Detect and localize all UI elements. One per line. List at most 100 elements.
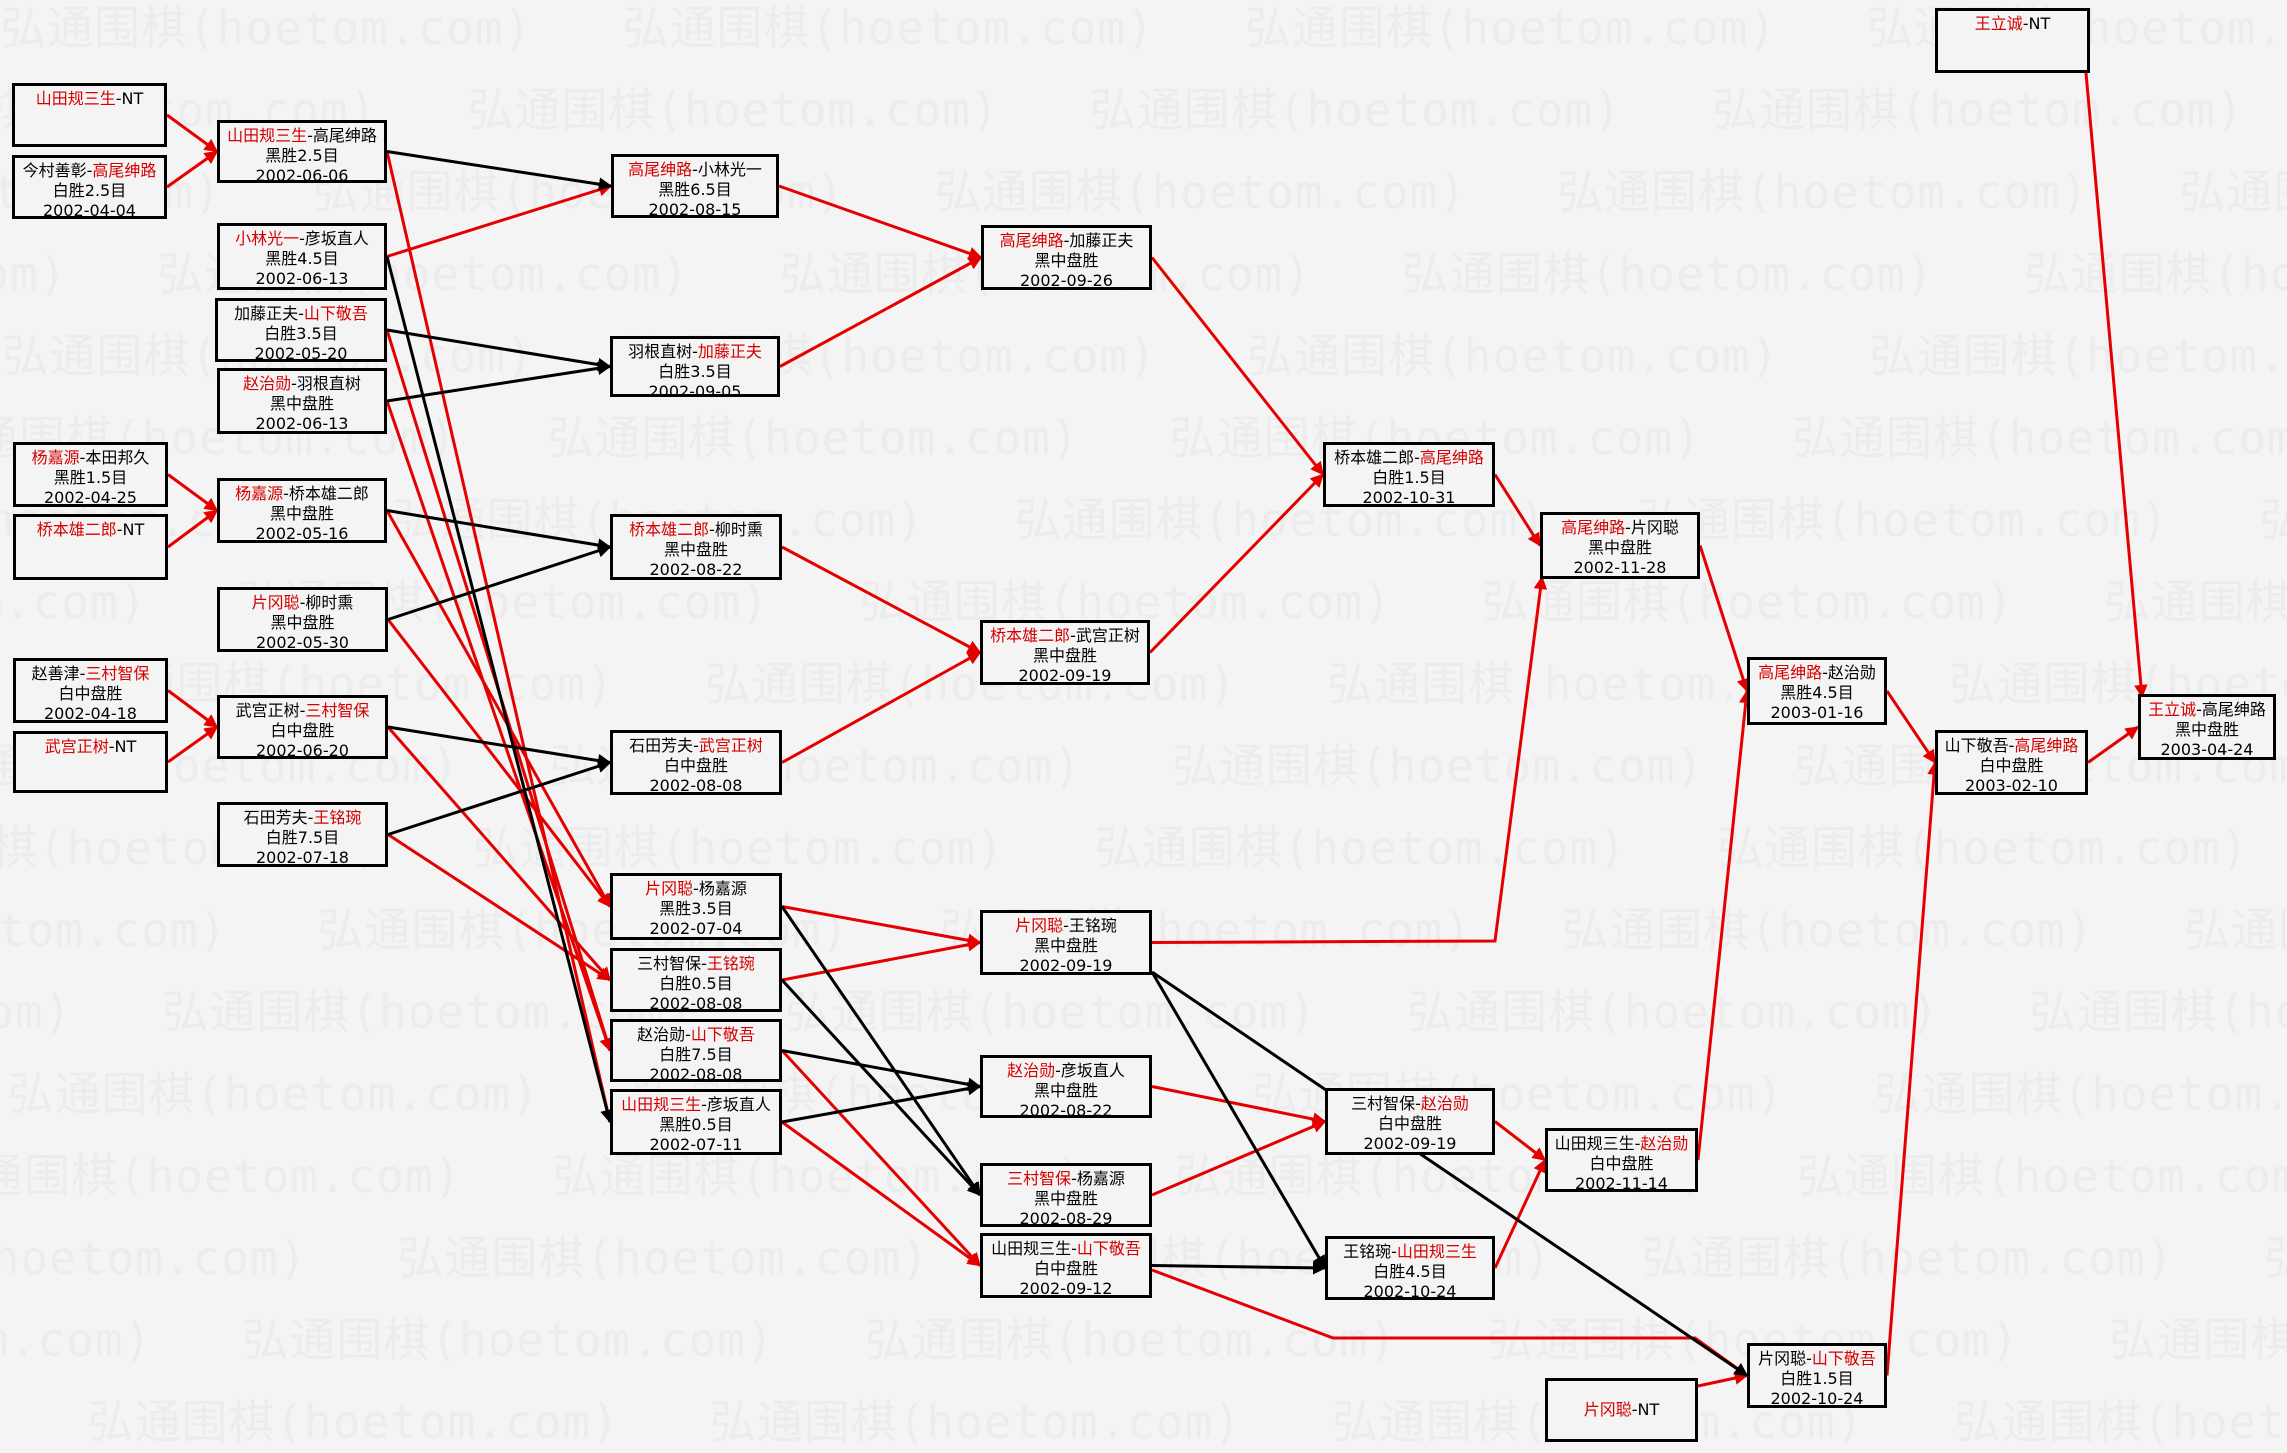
match-result: 黑中盘胜 — [1033, 1081, 1098, 1100]
watermark-text: 弘通围棋(hoetom.com) — [1482, 575, 2015, 629]
match-box-b11[interactable]: 山田规三生-高尾绅路 黑胜2.5目 2002-06-06 — [217, 120, 387, 185]
match-box-b43[interactable]: 王铭琬-山田规三生 白胜4.5目 2002-10-24 — [1325, 1236, 1495, 1301]
watermark-text: 弘通围棋(hoetom.com) — [1954, 1395, 2287, 1449]
player-name: 羽根直树 — [296, 374, 361, 393]
match-players: 赵治勋-羽根直树 — [243, 374, 361, 394]
match-box-b34[interactable]: 赵治勋-彦坂直人 黑中盘胜 2002-08-22 — [980, 1055, 1152, 1120]
match-box-b32[interactable]: 桥本雄二郎-武宫正树 黑中盘胜 2002-09-19 — [980, 620, 1150, 685]
player-name: 山田规三生 — [1554, 1134, 1635, 1153]
match-players: 片冈聪-王铭琬 — [1015, 916, 1117, 936]
match-box-b31[interactable]: 高尾绅路-加藤正夫 黑中盘胜 2002-09-26 — [981, 225, 1152, 290]
watermark-text: 弘通围棋(hoetom.com) — [162, 985, 695, 1039]
match-box-b14[interactable]: 赵治勋-羽根直树 黑中盘胜 2002-06-13 — [217, 368, 387, 434]
winner-name: 王铭琬 — [706, 954, 755, 973]
match-box-b51[interactable]: 高尾绅路-片冈聪 黑中盘胜 2002-11-28 — [1540, 512, 1700, 579]
winner-path-line-b53-b62 — [1697, 1371, 1749, 1388]
match-box-a5[interactable]: 赵善津-三村智保 白中盘胜 2002-04-18 — [13, 658, 168, 723]
winner-name: 高尾绅路 — [1561, 518, 1626, 537]
match-box-b25[interactable]: 山田规三生-彦坂直人 黑胜0.5目 2002-07-11 — [610, 1089, 782, 1155]
player-name: 高尾绅路 — [2201, 700, 2266, 719]
match-box-b71[interactable]: 王立诚-NT — [1935, 8, 2090, 73]
player-name: 杨嘉源 — [1076, 1169, 1125, 1188]
match-box-b81[interactable]: 王立诚-高尾绅路 黑中盘胜 2003-04-24 — [2138, 694, 2276, 760]
match-box-a2[interactable]: 今村善彰-高尾绅路 白胜2.5目 2002-04-04 — [12, 155, 167, 220]
winner-name: 山田规三生 — [35, 89, 116, 108]
match-box-b12[interactable]: 小林光一-彦坂直人 黑胜4.5目 2002-06-13 — [217, 223, 387, 290]
winner-path-line-b11-b25 — [385, 151, 614, 1124]
name-separator: - — [692, 160, 698, 179]
winner-path-line-b33-b51 — [1151, 575, 1548, 944]
name-separator: - — [1071, 1169, 1077, 1188]
winner-name: 山田规三生 — [227, 126, 308, 145]
player-name: 王铭琬 — [1068, 916, 1117, 935]
match-date: 2002-11-28 — [1573, 558, 1667, 577]
watermark-row: 弘通围棋(hoetom.com)弘通围棋(hoetom.com)弘通围棋(hoe… — [0, 986, 2287, 1038]
winner-path-line-b12-b21 — [386, 183, 613, 258]
name-separator: - — [1063, 916, 1069, 935]
match-box-b26[interactable]: 片冈聪-杨嘉源 黑胜3.5目 2002-07-04 — [610, 873, 782, 940]
player-name: NT — [121, 89, 144, 108]
match-box-b27[interactable]: 三村智保-王铭琬 白胜0.5目 2002-08-08 — [610, 948, 782, 1013]
match-box-a1[interactable]: 山田规三生-NT — [12, 83, 167, 147]
name-separator: - — [108, 737, 115, 756]
match-date: 2002-10-31 — [1362, 488, 1456, 507]
match-box-b13[interactable]: 加藤正夫-山下敬吾 白胜3.5目 2002-05-20 — [215, 298, 387, 363]
match-date: 2002-06-13 — [255, 414, 349, 433]
player-name: 王铭琬 — [1343, 1242, 1392, 1261]
winner-name: 三村智保 — [305, 701, 370, 720]
match-box-b36[interactable]: 山田规三生-山下敬吾 白中盘胜 2002-09-12 — [980, 1233, 1152, 1298]
winner-path-line-b18-b27 — [387, 833, 612, 982]
watermark-text: 弘通围棋(hoetom.com) — [0, 1231, 308, 1285]
match-date: 2002-07-04 — [649, 919, 743, 938]
match-box-b23[interactable]: 桥本雄二郎-柳时熏 黑中盘胜 2002-08-22 — [610, 514, 782, 580]
loser-path-line-b13-b22 — [386, 328, 612, 372]
match-box-b28[interactable]: 赵治勋-山下敬吾 白胜7.5目 2002-08-08 — [610, 1019, 782, 1084]
match-box-b53[interactable]: 片冈聪-NT — [1545, 1378, 1698, 1442]
name-separator: - — [1806, 1349, 1812, 1368]
match-box-b21[interactable]: 高尾绅路-小林光一 黑胜6.5目 2002-08-15 — [611, 154, 779, 219]
name-separator: - — [116, 520, 123, 539]
name-separator: - — [115, 89, 122, 108]
match-box-b24[interactable]: 石田芳夫-武宫正树 白中盘胜 2002-08-08 — [610, 730, 782, 795]
player-name: 彦坂直人 — [1060, 1061, 1125, 1080]
winner-path-line-b43-b52 — [1493, 1158, 1547, 1269]
loser-path-line-b15-b23 — [386, 509, 612, 552]
name-separator: - — [1070, 626, 1076, 645]
match-players: 桥本雄二郎-高尾绅路 — [1334, 448, 1484, 468]
match-box-b42[interactable]: 三村智保-赵治勋 白中盘胜 2002-09-19 — [1325, 1088, 1495, 1155]
watermark-row: 弘通围棋(hoetom.com)弘通围棋(hoetom.com)弘通围棋(hoe… — [0, 658, 2287, 710]
match-box-b62[interactable]: 片冈聪-山下敬吾 白胜1.5目 2002-10-24 — [1747, 1343, 1887, 1408]
match-result: 白中盘胜 — [1033, 1259, 1098, 1278]
match-box-b72[interactable]: 山下敬吾-高尾绅路 白中盘胜 2003-02-10 — [1935, 730, 2088, 795]
match-box-b41[interactable]: 桥本雄二郎-高尾绅路 白胜1.5目 2002-10-31 — [1323, 442, 1495, 507]
match-box-a4[interactable]: 桥本雄二郎-NT — [13, 514, 168, 580]
match-result: 白胜7.5目 — [659, 1045, 733, 1064]
match-date: 2002-08-22 — [649, 560, 743, 579]
watermark-row: 弘通围棋(hoetom.com)弘通围棋(hoetom.com)弘通围棋(hoe… — [0, 822, 2287, 874]
player-name: 桥本雄二郎 — [1334, 448, 1415, 467]
winner-name: 片冈聪 — [251, 593, 300, 612]
match-box-b35[interactable]: 三村智保-杨嘉源 黑中盘胜 2002-08-29 — [980, 1163, 1152, 1228]
winner-path-line-b41-b51 — [1493, 473, 1542, 547]
watermark-text: 弘通围棋(hoetom.com) — [784, 985, 1318, 1039]
match-result: 黑中盘胜 — [270, 613, 335, 632]
match-box-b61[interactable]: 高尾绅路-赵治勋 黑胜4.5目 2003-01-16 — [1747, 657, 1887, 725]
match-box-b18[interactable]: 石田芳夫-王铭琬 白胜7.5目 2002-07-18 — [217, 802, 388, 867]
match-players: 赵治勋-彦坂直人 — [1007, 1061, 1125, 1081]
match-box-b33[interactable]: 片冈聪-王铭琬 黑中盘胜 2002-09-19 — [980, 910, 1152, 975]
match-box-a6[interactable]: 武宫正树-NT — [13, 731, 168, 793]
match-box-b16[interactable]: 片冈聪-柳时熏 黑中盘胜 2002-05-30 — [217, 587, 388, 652]
winner-name: 桥本雄二郎 — [990, 626, 1071, 645]
match-box-b22[interactable]: 羽根直树-加藤正夫 白胜3.5目 2002-09-05 — [610, 336, 780, 401]
match-box-b15[interactable]: 杨嘉源-桥本雄二郎 黑中盘胜 2002-05-16 — [217, 478, 387, 543]
watermark-text: 弘通围棋(hoetom.com) — [87, 1395, 620, 1449]
match-date: 2002-09-19 — [1018, 666, 1112, 685]
player-name: 杨嘉源 — [698, 879, 747, 898]
match-box-b17[interactable]: 武宫正树-三村智保 白中盘胜 2002-06-20 — [217, 695, 388, 760]
match-date: 2002-09-19 — [1019, 956, 1113, 975]
match-box-a3[interactable]: 杨嘉源-本田邦久 黑胜1.5目 2002-04-25 — [13, 442, 168, 507]
match-box-b52[interactable]: 山田规三生-赵治勋 白中盘胜 2002-11-14 — [1545, 1128, 1698, 1193]
match-result: 黑中盘胜 — [2174, 720, 2239, 739]
winner-name: 赵治勋 — [1640, 1134, 1689, 1153]
match-date: 2002-08-08 — [649, 776, 743, 795]
